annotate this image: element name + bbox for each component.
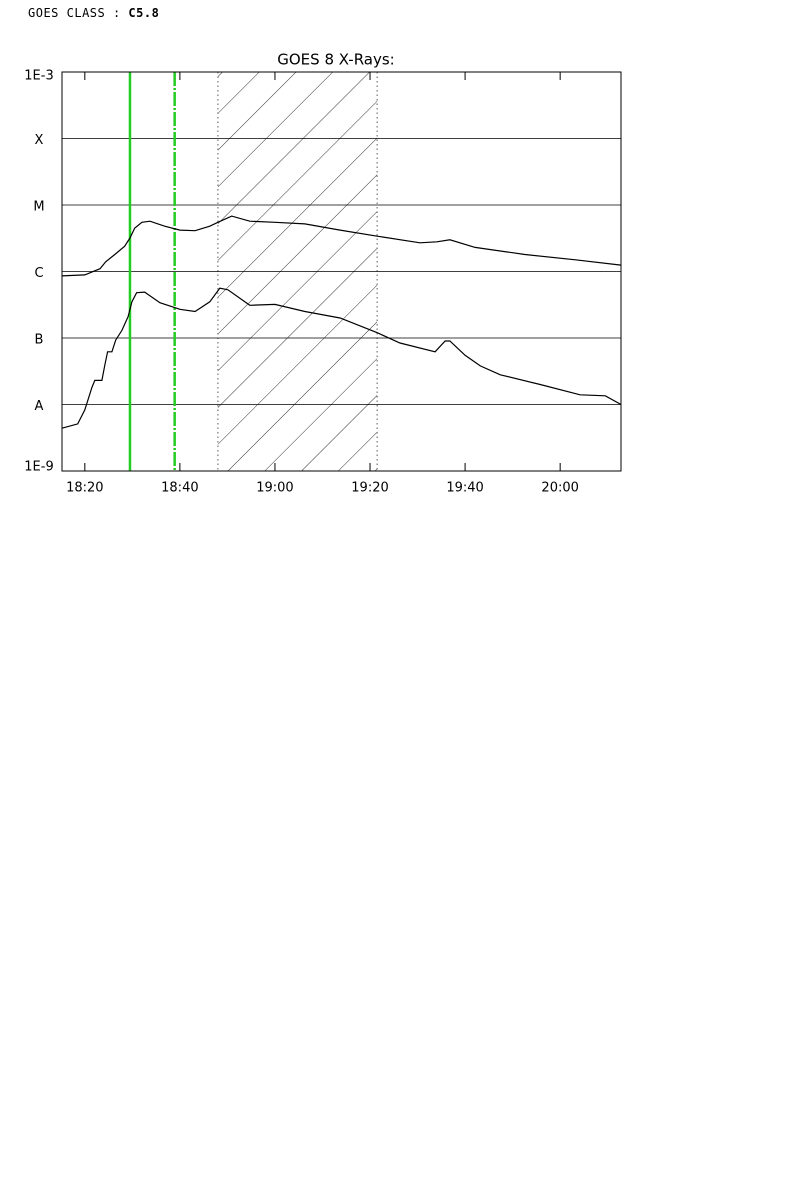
flux-line: [61, 287, 622, 429]
flux-line: [61, 215, 622, 277]
chart: GOES 8 X-Rays: 1E-9 A B C M X 1E-3 18:20 18:40 19…: [24, 51, 622, 496]
plot-frame: [61, 71, 622, 472]
x-tick-label: 18:40: [161, 481, 198, 496]
x-tick-label: 19:40: [446, 481, 483, 496]
y-tick-label: C: [34, 266, 43, 281]
y-tick-label: A: [35, 399, 44, 414]
x-tick-label: 19:20: [351, 481, 388, 496]
x-tick-label: 18:20: [66, 481, 103, 496]
y-tick-label: B: [35, 333, 44, 348]
chart-title: GOES 8 X-Rays:: [277, 51, 394, 69]
goes-class: GOES CLASS : C5.8: [28, 6, 159, 20]
x-tick-label: 20:00: [541, 481, 578, 496]
x-tick-label: 19:00: [256, 481, 293, 496]
y-tick-label: 1E-3: [24, 69, 53, 84]
y-tick-label: M: [33, 200, 44, 215]
class-value: C5.8: [128, 6, 160, 20]
y-tick-label: 1E-9: [24, 460, 53, 475]
y-tick-label: X: [35, 133, 44, 148]
class-label: GOES CLASS :: [28, 6, 129, 20]
